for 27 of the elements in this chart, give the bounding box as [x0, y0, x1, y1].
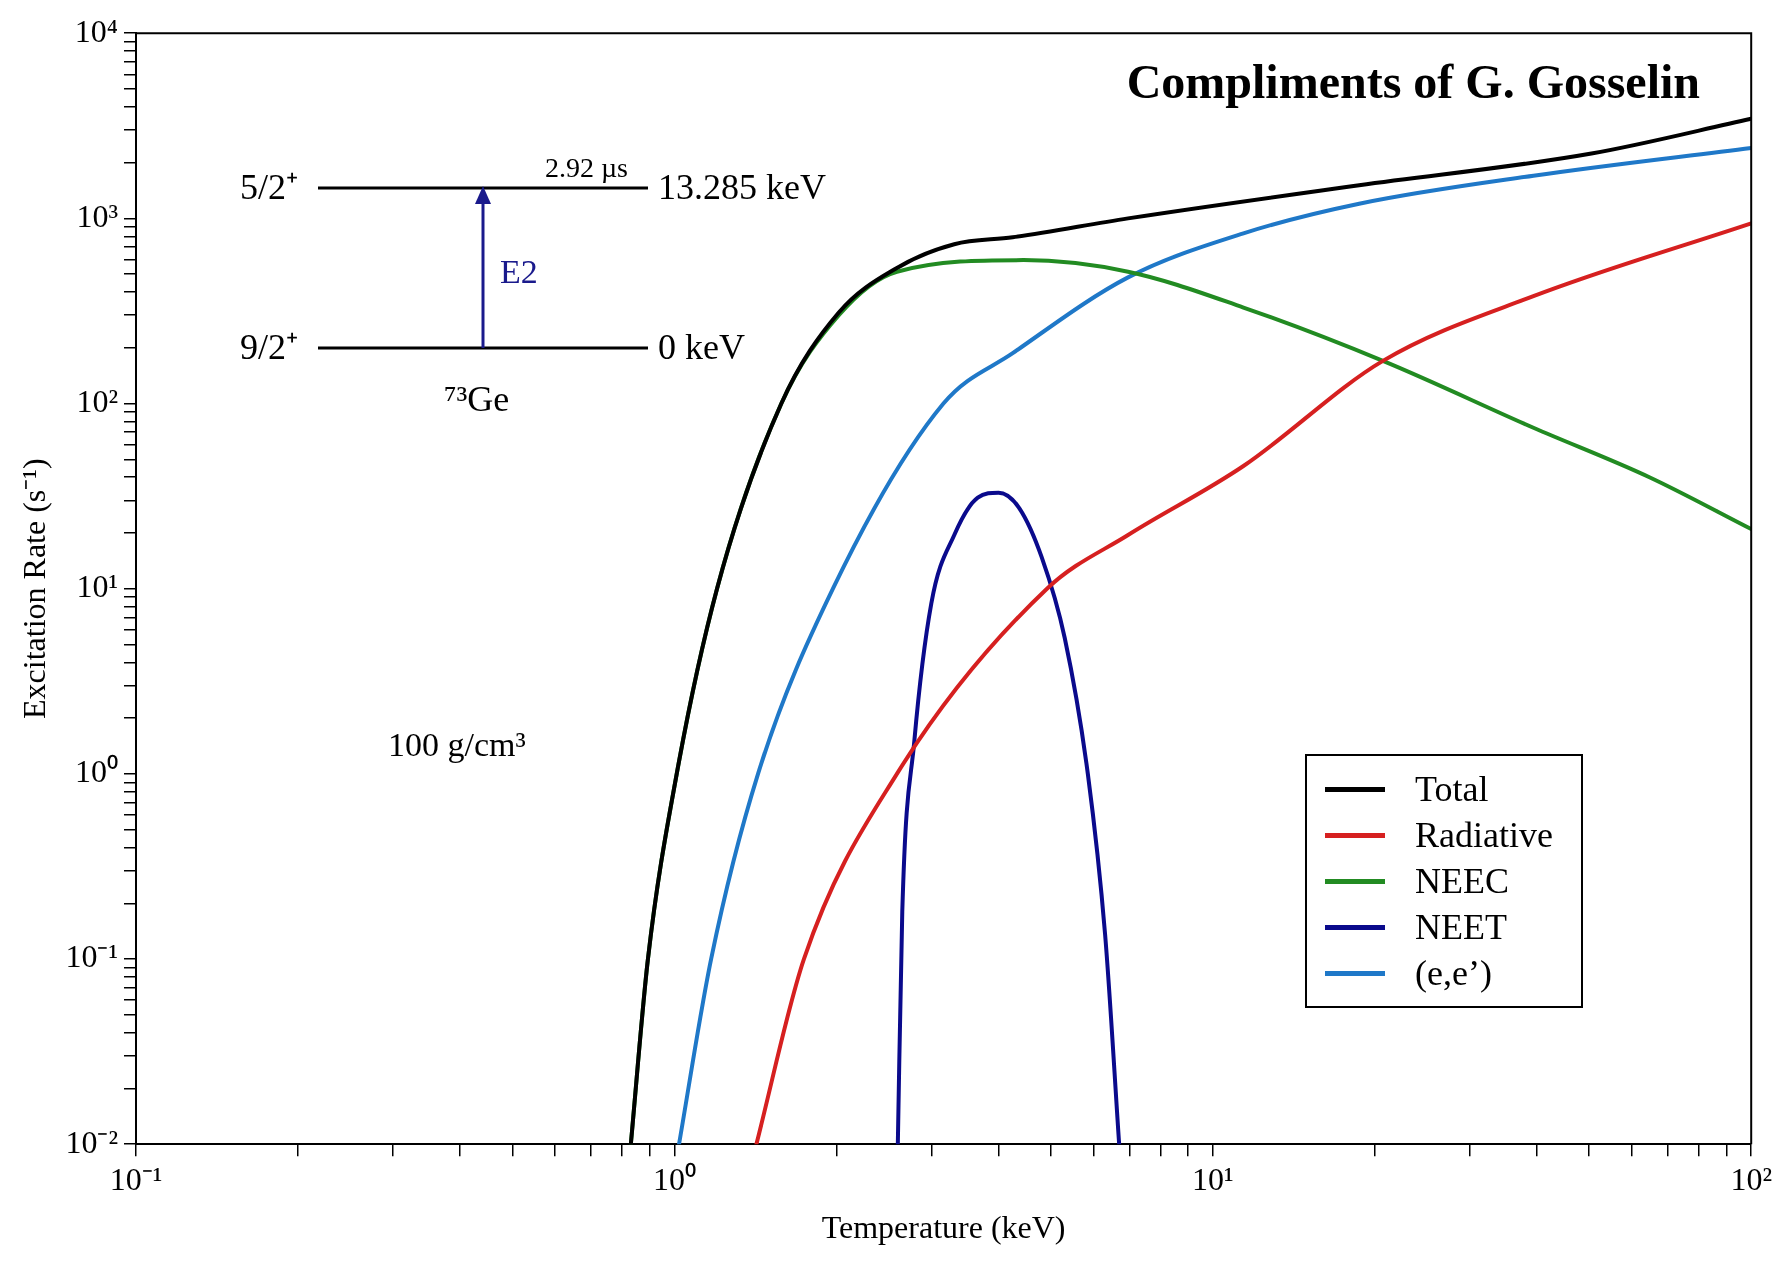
y-tick-label: 10⁻¹: [65, 938, 118, 975]
annotation: ⁷³Ge: [444, 379, 510, 420]
y-tick-label: 10⁴: [74, 12, 118, 49]
annotation: 2.92 µs: [544, 152, 628, 184]
y-tick-label: 10¹: [76, 568, 118, 605]
legend-label: Radiative: [1415, 814, 1553, 857]
y-tick-label: 10²: [76, 382, 118, 419]
x-tick-label: 10⁻¹: [109, 1160, 163, 1197]
y-tick-label: 10³: [76, 197, 118, 234]
annotation: 100 g/cm³: [388, 726, 526, 764]
legend-label: Total: [1415, 768, 1489, 811]
annotation: 0 keV: [658, 327, 745, 368]
annotation: Compliments of G. Gosselin: [1126, 55, 1700, 109]
annotation: E2: [500, 253, 538, 291]
annotation: 9/2⁺: [239, 327, 298, 368]
annotation: 5/2⁺: [239, 167, 298, 208]
legend-label: NEEC: [1415, 860, 1510, 903]
x-tick-label: 10¹: [1192, 1160, 1234, 1197]
legend-label: (e,e’): [1415, 952, 1492, 995]
x-tick-label: 10⁰: [652, 1160, 696, 1197]
y-tick-label: 10⁰: [74, 753, 118, 790]
annotation: 13.285 keV: [658, 167, 826, 208]
legend-label: NEET: [1415, 906, 1508, 949]
x-axis-title: Temperature (keV): [821, 1209, 1066, 1246]
x-tick-label: 10²: [1730, 1160, 1772, 1197]
y-tick-label: 10⁻²: [65, 1123, 118, 1160]
y-axis-title: Excitation Rate (s⁻¹): [15, 458, 52, 719]
